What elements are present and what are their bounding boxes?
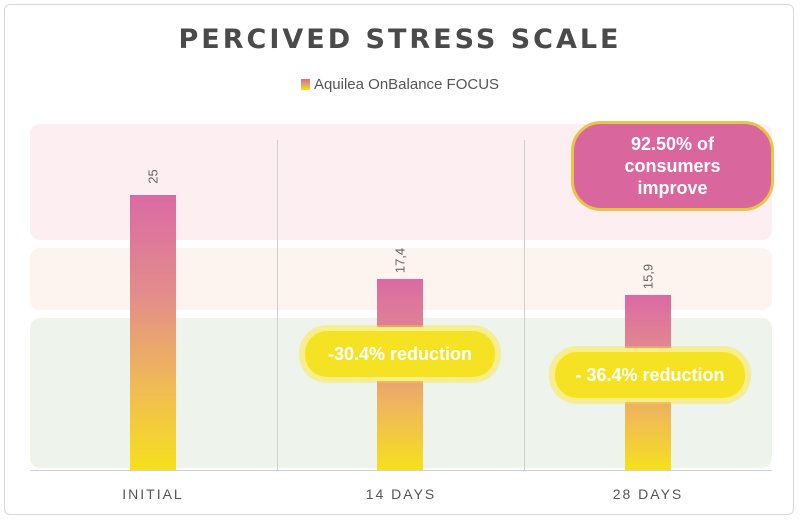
legend-label: Aquilea OnBalance FOCUS	[313, 76, 500, 93]
divider-line	[277, 140, 278, 470]
legend: Aquilea OnBalance FOCUS	[0, 76, 800, 93]
annotation-consumers-improve: 92.50% of consumers improve	[571, 121, 774, 211]
annotation-reduction-28-days: - 36.4% reduction	[551, 348, 749, 402]
x-tick-label-initial: INITIAL	[122, 486, 184, 502]
divider-line	[524, 140, 525, 470]
x-tick-label-14-days: 14 DAYS	[365, 486, 437, 502]
x-axis-line	[30, 470, 772, 471]
annotation-reduction-14-days: -30.4% reduction	[301, 327, 499, 381]
chart-title: PERCIVED STRESS SCALE	[178, 24, 622, 55]
data-label: 17,4	[392, 247, 408, 273]
data-label: 15,9	[640, 263, 656, 290]
bar-initial	[130, 195, 176, 470]
data-label: 25	[145, 169, 161, 184]
legend-swatch	[300, 79, 310, 90]
x-tick-label-28-days: 28 DAYS	[612, 486, 684, 502]
